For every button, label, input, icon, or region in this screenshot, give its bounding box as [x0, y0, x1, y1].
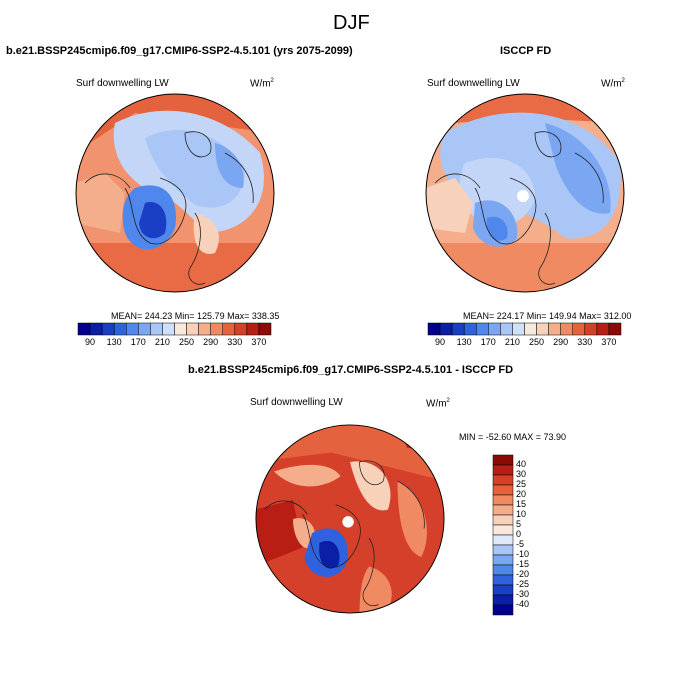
colorbar-swatch [101, 322, 115, 336]
panel-2-map [425, 93, 625, 293]
colorbar-swatch [536, 322, 549, 336]
colorbar-tick-label: 250 [179, 337, 195, 347]
colorbar-swatch [234, 322, 248, 336]
colorbar-tick-label: 250 [529, 337, 545, 347]
panel-2-title: ISCCP FD [500, 45, 552, 57]
colorbar-tick-label: 330 [227, 337, 243, 347]
colorbar-swatch [488, 322, 501, 336]
colorbar-swatch [492, 504, 514, 516]
colorbar-swatch [492, 494, 514, 506]
colorbar-swatch [492, 544, 514, 556]
colorbar-tick-label: 170 [130, 337, 146, 347]
colorbar-tick-label: -25 [516, 579, 530, 589]
colorbar-swatch [492, 514, 514, 526]
colorbar-swatch [89, 322, 103, 336]
panel-2-stats: MEAN= 224.17 Min= 149.94 Max= 312.00 [463, 311, 632, 321]
colorbar-swatch [608, 322, 622, 336]
colorbar-tick-label: 290 [203, 337, 219, 347]
colorbar-swatch [492, 484, 514, 496]
colorbar-swatch [492, 584, 514, 596]
panel-2-variable-label: Surf downwelling LW [427, 78, 520, 89]
colorbar-swatch [210, 322, 223, 336]
colorbar-swatch [492, 564, 514, 576]
panel-1-variable-label: Surf downwelling LW [76, 78, 169, 89]
colorbar-tick-label: 330 [577, 337, 593, 347]
colorbar-swatch [548, 322, 561, 336]
colorbar-swatch [427, 322, 441, 336]
colorbar-swatch [492, 534, 514, 546]
colorbar-tick-label: 30 [516, 469, 527, 479]
colorbar-swatch [222, 322, 236, 336]
panel-3-stats: MIN = -52.60 MAX = 73.90 [459, 432, 567, 442]
panel-3-title: b.e21.BSSP245cmip6.f09_g17.CMIP6-SSP2-4.… [188, 364, 514, 376]
panel-1-title: b.e21.BSSP245cmip6.f09_g17.CMIP6-SSP2-4.… [6, 45, 353, 57]
colorbar-swatch [492, 554, 514, 566]
colorbar-swatch [138, 322, 151, 336]
colorbar-tick-label: 90 [435, 337, 446, 347]
colorbar-swatch [492, 454, 514, 466]
colorbar-tick-label: 210 [504, 337, 520, 347]
colorbar-tick-label: 15 [516, 499, 527, 509]
colorbar-swatch [492, 464, 514, 476]
colorbar-tick-label: -5 [516, 539, 525, 549]
colorbar-tick-label: 170 [480, 337, 496, 347]
colorbar-swatch [476, 322, 489, 336]
colorbar-swatch [451, 322, 465, 336]
colorbar-tick-label: -40 [516, 599, 530, 609]
colorbar-swatch [584, 322, 598, 336]
panel-1-units-label: W/m2 [250, 78, 274, 90]
colorbar-tick-label: 210 [154, 337, 170, 347]
panel-2-units-label: W/m2 [601, 78, 625, 90]
colorbar-swatch [246, 322, 260, 336]
colorbar-swatch [186, 322, 199, 336]
colorbar-tick-label: 130 [456, 337, 472, 347]
colorbar-swatch [492, 524, 514, 536]
colorbar-2 [427, 322, 622, 336]
colorbar-swatch [492, 574, 514, 586]
colorbar-tick-label: -20 [516, 569, 530, 579]
colorbar-tick-label: 290 [553, 337, 569, 347]
colorbar-3 [492, 454, 514, 616]
colorbar-tick-label: 25 [516, 479, 527, 489]
colorbar-tick-label: 90 [85, 337, 96, 347]
panel-1-stats: MEAN= 244.23 Min= 125.79 Max= 338.35 [111, 311, 280, 321]
panel-3-variable-label: Surf downwelling LW [250, 397, 343, 408]
colorbar-1 [77, 322, 272, 336]
panel-3-map [255, 424, 445, 614]
colorbar-swatch [492, 594, 514, 606]
colorbar-tick-label: 130 [106, 337, 122, 347]
colorbar-swatch [198, 322, 211, 336]
colorbar-swatch [150, 322, 163, 336]
panel-3-units-label: W/m2 [426, 398, 450, 410]
colorbar-tick-label: 40 [516, 459, 527, 469]
colorbar-tick-label: 370 [601, 337, 617, 347]
colorbar-tick-label: -15 [516, 559, 530, 569]
colorbar-swatch [492, 604, 514, 616]
colorbar-swatch [572, 322, 586, 336]
colorbar-tick-label: 0 [516, 529, 522, 539]
colorbar-tick-label: 5 [516, 519, 522, 529]
colorbar-tick-label: -10 [516, 549, 530, 559]
colorbar-swatch [77, 322, 91, 336]
colorbar-swatch [492, 474, 514, 486]
figure-title: DJF [333, 12, 370, 34]
colorbar-swatch [500, 322, 513, 336]
colorbar-tick-label: 10 [516, 509, 527, 519]
colorbar-swatch [596, 322, 610, 336]
colorbar-tick-label: 20 [516, 489, 527, 499]
colorbar-swatch [174, 322, 187, 336]
colorbar-swatch [126, 322, 139, 336]
colorbar-swatch [463, 322, 477, 336]
colorbar-swatch [113, 322, 127, 336]
panel-1-map [75, 93, 275, 293]
colorbar-swatch [162, 322, 175, 336]
colorbar-swatch [258, 322, 272, 336]
colorbar-swatch [439, 322, 453, 336]
colorbar-tick-label: -30 [516, 589, 530, 599]
colorbar-swatch [524, 322, 537, 336]
colorbar-swatch [512, 322, 525, 336]
colorbar-swatch [560, 322, 573, 336]
colorbar-tick-label: 370 [251, 337, 267, 347]
